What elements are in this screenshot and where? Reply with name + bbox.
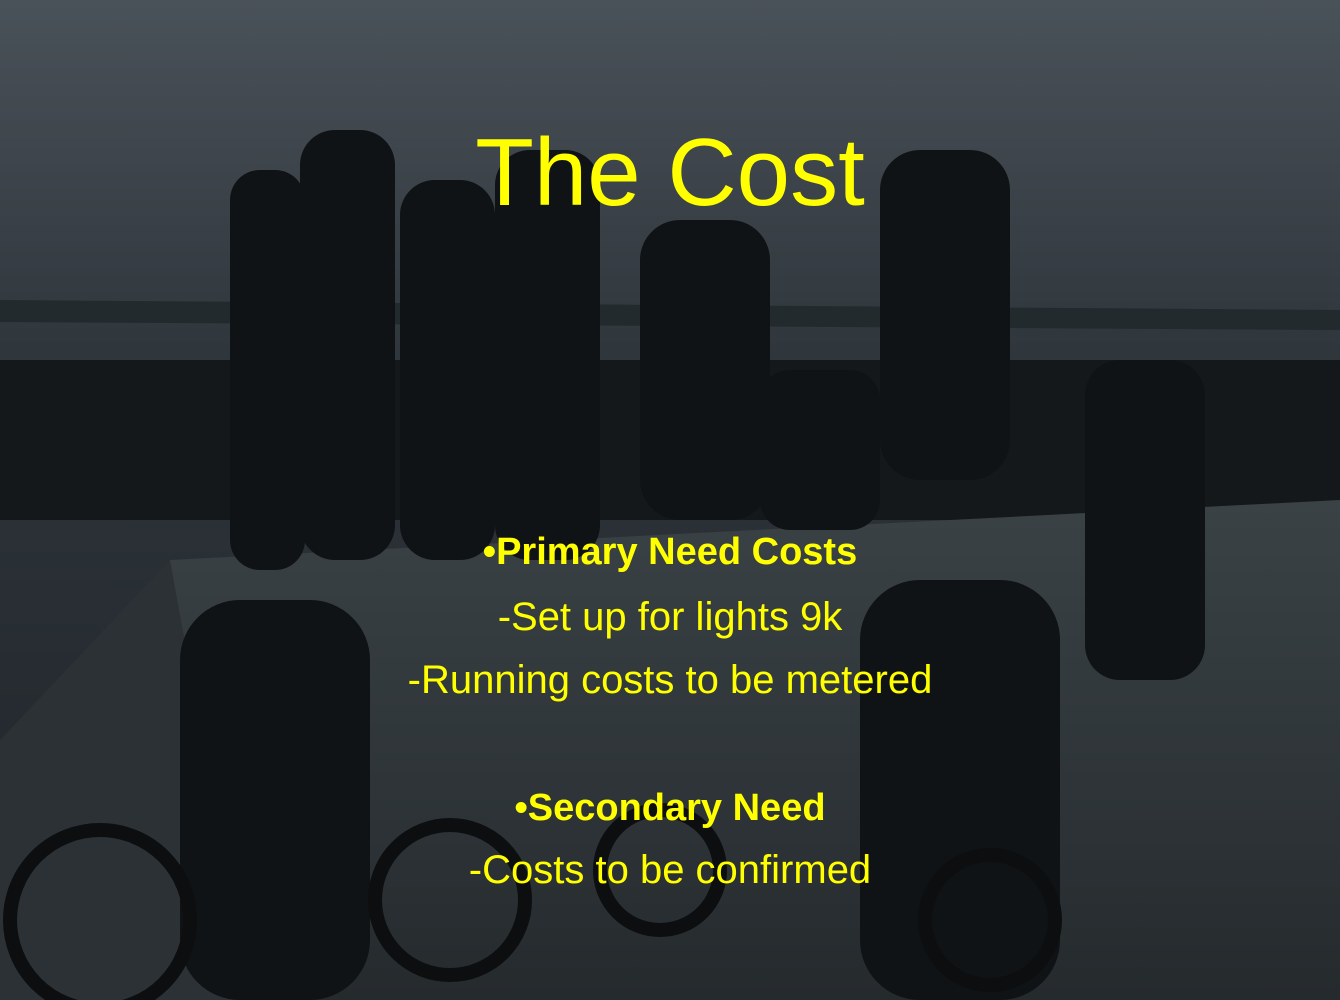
section-line: -Costs to be confirmed <box>0 846 1340 894</box>
section-line: -Set up for lights 9k <box>0 593 1340 641</box>
section-heading: •Primary Need Costs <box>0 530 1340 574</box>
slide: The Cost •Primary Need Costs -Set up for… <box>0 0 1340 1000</box>
slide-title: The Cost <box>0 118 1340 228</box>
section-heading: •Secondary Need <box>0 786 1340 830</box>
section-line: -Running costs to be metered <box>0 656 1340 704</box>
